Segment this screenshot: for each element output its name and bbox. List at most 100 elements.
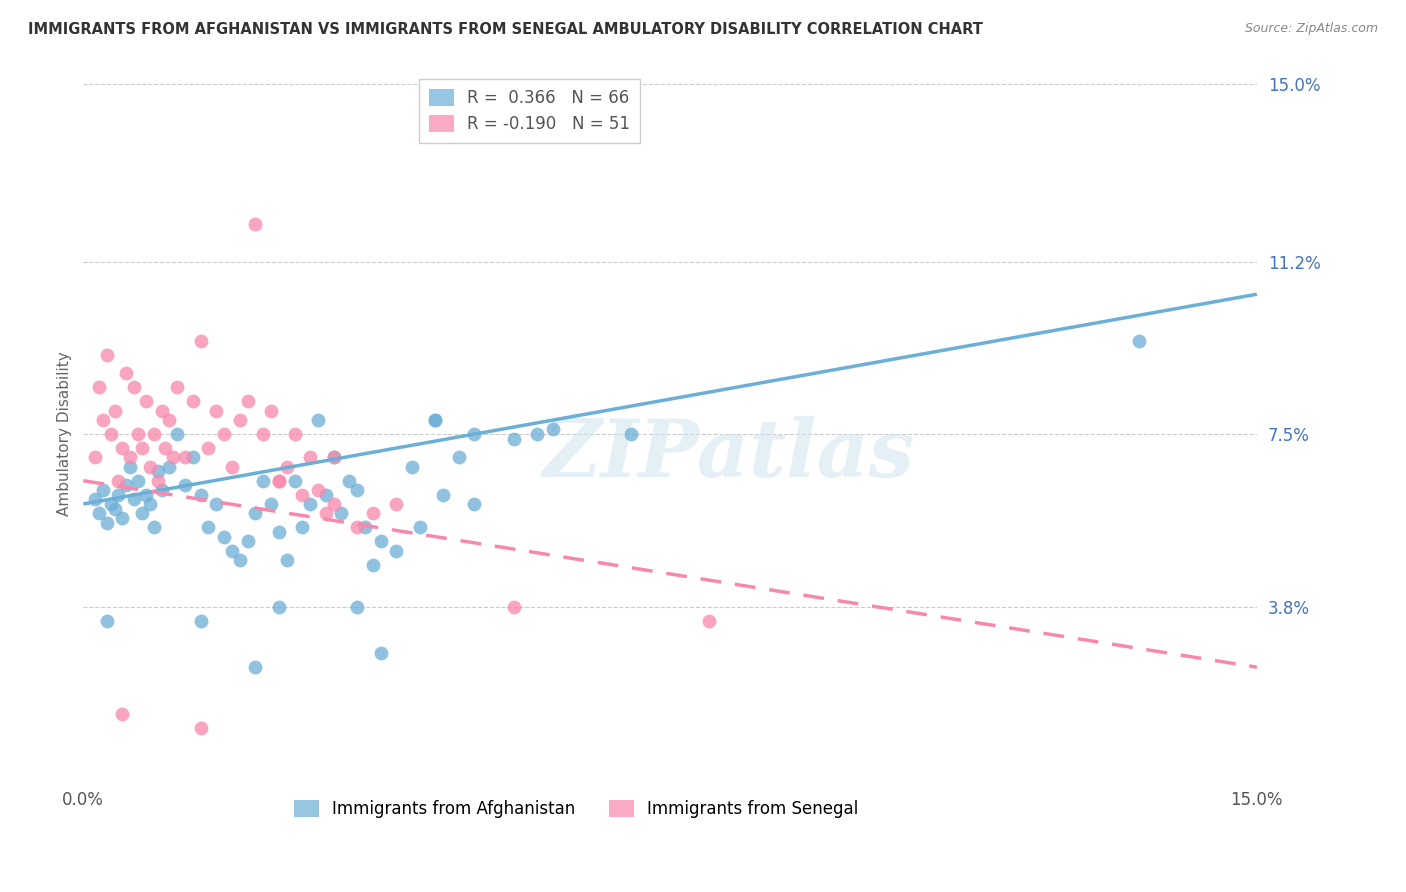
- Point: [150, 483, 173, 497]
- Point: [122, 492, 145, 507]
- Point: [87, 380, 110, 394]
- Point: [100, 497, 122, 511]
- Point: [212, 530, 235, 544]
- Point: [197, 441, 219, 455]
- Point: [322, 450, 344, 465]
- Point: [103, 501, 125, 516]
- Point: [236, 534, 259, 549]
- Text: IMMIGRANTS FROM AFGHANISTAN VS IMMIGRANTS FROM SENEGAL AMBULATORY DISABILITY COR: IMMIGRANTS FROM AFGHANISTAN VS IMMIGRANT…: [28, 22, 983, 37]
- Point: [276, 553, 298, 567]
- Point: [174, 478, 197, 492]
- Point: [212, 427, 235, 442]
- Point: [267, 599, 290, 614]
- Point: [131, 506, 153, 520]
- Point: [425, 413, 447, 427]
- Point: [155, 441, 177, 455]
- Point: [361, 506, 384, 520]
- Point: [190, 721, 212, 735]
- Point: [267, 474, 290, 488]
- Point: [120, 459, 142, 474]
- Point: [346, 599, 368, 614]
- Point: [166, 380, 188, 394]
- Point: [697, 614, 720, 628]
- Point: [291, 520, 314, 534]
- Point: [322, 497, 344, 511]
- Point: [447, 450, 470, 465]
- Point: [354, 520, 377, 534]
- Point: [131, 441, 153, 455]
- Point: [127, 427, 149, 442]
- Point: [1128, 334, 1150, 348]
- Point: [174, 450, 197, 465]
- Point: [96, 614, 118, 628]
- Point: [205, 497, 228, 511]
- Point: [526, 427, 548, 442]
- Point: [276, 459, 298, 474]
- Point: [84, 492, 107, 507]
- Point: [346, 483, 368, 497]
- Point: [267, 524, 290, 539]
- Point: [370, 646, 392, 660]
- Point: [245, 217, 267, 231]
- Point: [146, 464, 169, 478]
- Point: [127, 474, 149, 488]
- Point: [229, 553, 252, 567]
- Point: [337, 474, 360, 488]
- Point: [197, 520, 219, 534]
- Point: [142, 520, 165, 534]
- Point: [409, 520, 432, 534]
- Point: [315, 488, 337, 502]
- Point: [111, 706, 134, 721]
- Point: [463, 497, 485, 511]
- Point: [283, 474, 305, 488]
- Point: [96, 516, 118, 530]
- Point: [91, 413, 114, 427]
- Point: [91, 483, 114, 497]
- Point: [107, 488, 129, 502]
- Point: [190, 614, 212, 628]
- Point: [157, 413, 180, 427]
- Point: [260, 497, 283, 511]
- Point: [252, 427, 274, 442]
- Point: [229, 413, 252, 427]
- Point: [370, 534, 392, 549]
- Point: [221, 459, 243, 474]
- Point: [236, 394, 259, 409]
- Point: [96, 348, 118, 362]
- Point: [87, 506, 110, 520]
- Point: [135, 394, 157, 409]
- Point: [100, 427, 122, 442]
- Point: [299, 497, 322, 511]
- Point: [425, 413, 447, 427]
- Point: [541, 422, 564, 436]
- Point: [150, 404, 173, 418]
- Point: [307, 413, 329, 427]
- Point: [157, 459, 180, 474]
- Point: [322, 450, 344, 465]
- Point: [139, 459, 162, 474]
- Point: [103, 404, 125, 418]
- Point: [502, 432, 524, 446]
- Point: [84, 450, 107, 465]
- Point: [330, 506, 353, 520]
- Point: [315, 506, 337, 520]
- Point: [122, 380, 145, 394]
- Point: [190, 334, 212, 348]
- Point: [620, 427, 643, 442]
- Text: Source: ZipAtlas.com: Source: ZipAtlas.com: [1244, 22, 1378, 36]
- Text: ZIPatlas: ZIPatlas: [543, 417, 915, 494]
- Point: [115, 367, 138, 381]
- Point: [283, 427, 305, 442]
- Point: [139, 497, 162, 511]
- Point: [120, 450, 142, 465]
- Point: [385, 497, 408, 511]
- Point: [181, 394, 204, 409]
- Point: [107, 474, 129, 488]
- Point: [432, 488, 454, 502]
- Point: [162, 450, 184, 465]
- Point: [307, 483, 329, 497]
- Point: [221, 543, 243, 558]
- Point: [299, 450, 322, 465]
- Point: [291, 488, 314, 502]
- Point: [205, 404, 228, 418]
